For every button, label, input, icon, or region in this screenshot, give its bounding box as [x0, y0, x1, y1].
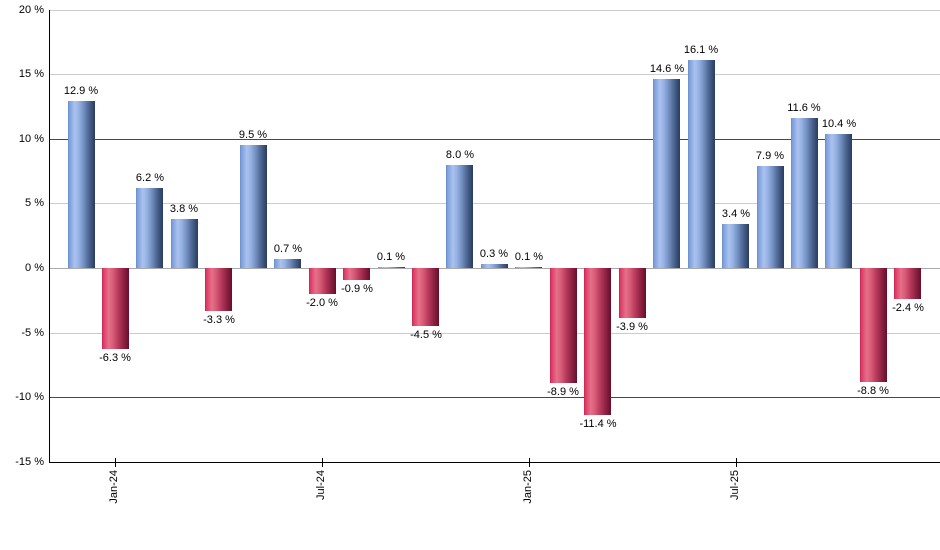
- bar-value-label: 10.4 %: [821, 118, 857, 130]
- bar-value-label: 0.1 %: [514, 251, 544, 263]
- bar-9: [343, 268, 370, 280]
- bar-value-label: 0.3 %: [479, 248, 509, 260]
- y-tick-label: 15 %: [18, 68, 44, 80]
- bar-13: [481, 264, 508, 268]
- bar-value-label: 16.1 %: [683, 44, 719, 56]
- y-tick-label: -5 %: [21, 327, 44, 339]
- bar-value-label: -4.5 %: [410, 329, 442, 341]
- x-tick-Jan-24: [115, 458, 116, 467]
- bar-22: [791, 118, 818, 268]
- bar-value-label: -6.3 %: [99, 352, 131, 364]
- bar-value-label: 6.2 %: [135, 172, 165, 184]
- gridline-20: [49, 10, 940, 11]
- y-tick-label: 10 %: [18, 133, 44, 145]
- bar-value-label: -3.3 %: [203, 314, 235, 326]
- bar-value-label: 9.5 %: [238, 129, 268, 141]
- x-tick-Jan-25: [529, 458, 530, 467]
- bar-value-label: -8.8 %: [857, 385, 889, 397]
- bar-4: [171, 219, 198, 268]
- y-tick-label: 0 %: [25, 262, 44, 274]
- bar-21: [757, 166, 784, 268]
- bar-2: [102, 268, 129, 349]
- bar-12: [446, 165, 473, 268]
- y-tick-label: -10 %: [15, 391, 44, 403]
- reference-line--10: [49, 397, 940, 398]
- bar-17: [619, 268, 646, 318]
- bar-14: [515, 267, 542, 268]
- x-tick-label: Jul-25: [729, 470, 741, 500]
- bar-value-label: 0.1 %: [376, 251, 406, 263]
- bar-value-label: 12.9 %: [63, 85, 99, 97]
- bar-19: [688, 60, 715, 268]
- bar-value-label: -8.9 %: [547, 386, 579, 398]
- bar-8: [309, 268, 336, 294]
- gridline-5: [49, 203, 940, 204]
- x-axis: [49, 462, 940, 463]
- x-tick-label: Jan-24: [108, 470, 120, 504]
- bar-5: [205, 268, 232, 311]
- y-axis: [49, 10, 50, 462]
- bar-16: [584, 268, 611, 415]
- bar-value-label: -3.9 %: [616, 321, 648, 333]
- bar-value-label: 8.0 %: [445, 149, 475, 161]
- bar-value-label: 0.7 %: [273, 243, 303, 255]
- bar-value-label: -2.0 %: [306, 297, 338, 309]
- bar-value-label: 3.8 %: [169, 203, 199, 215]
- bar-24: [860, 268, 887, 382]
- y-tick-label: 5 %: [25, 197, 44, 209]
- bar-value-label: 7.9 %: [755, 150, 785, 162]
- bar-3: [136, 188, 163, 268]
- bar-value-label: 3.4 %: [721, 208, 751, 220]
- bar-15: [550, 268, 577, 383]
- x-tick-label: Jul-24: [315, 470, 327, 500]
- bar-7: [274, 259, 301, 268]
- gridline-15: [49, 74, 940, 75]
- x-tick-Jul-24: [322, 458, 323, 467]
- bar-6: [240, 145, 267, 268]
- bar-value-label: -0.9 %: [341, 283, 373, 295]
- bar-25: [894, 268, 921, 299]
- bar-10: [378, 267, 405, 268]
- bar-23: [825, 134, 852, 268]
- reference-line-10: [49, 139, 940, 140]
- bar-11: [412, 268, 439, 326]
- y-tick-label: -15 %: [15, 456, 44, 468]
- bar-1: [68, 101, 95, 268]
- x-tick-Jul-25: [736, 458, 737, 467]
- y-tick-label: 20 %: [18, 4, 44, 16]
- bar-value-label: 11.6 %: [787, 102, 821, 114]
- bar-value-label: -11.4 %: [579, 418, 617, 430]
- bar-18: [653, 79, 680, 268]
- gridline-0: [49, 268, 940, 269]
- gridline--5: [49, 333, 940, 334]
- bar-20: [722, 224, 749, 268]
- bar-value-label: -2.4 %: [892, 302, 924, 314]
- bar-value-label: 14.6 %: [649, 63, 685, 75]
- x-tick-label: Jan-25: [522, 470, 534, 504]
